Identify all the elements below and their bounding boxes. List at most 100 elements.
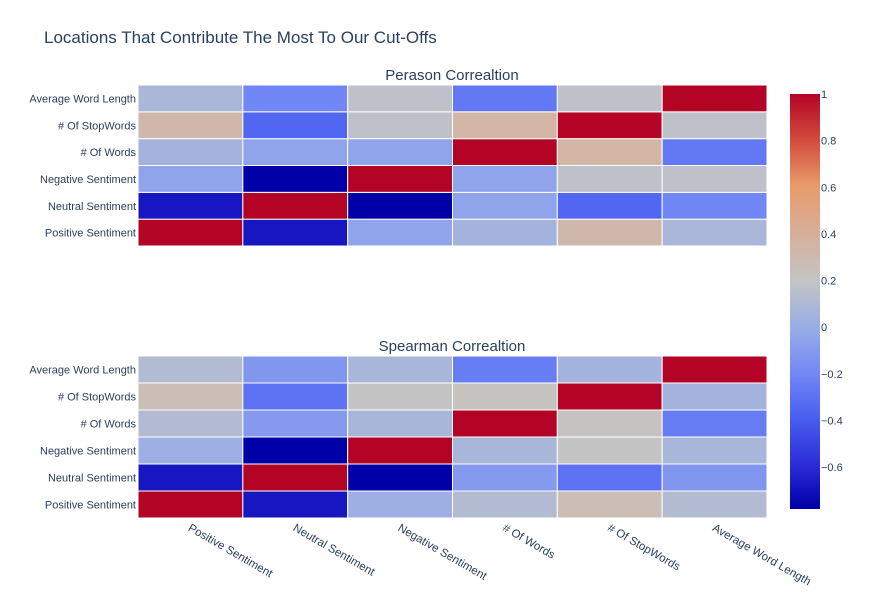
spearman-cell	[661, 355, 768, 384]
pearson-cell	[661, 165, 768, 193]
pearson-cell	[661, 84, 768, 113]
pearson-cell	[347, 138, 454, 166]
spearman-cell	[452, 463, 558, 492]
spearman-cell	[137, 463, 244, 492]
x-tick-label: # Of Words	[500, 522, 556, 561]
pearson-cell	[556, 191, 663, 220]
pearson-cell	[661, 218, 768, 247]
spearman-cell	[452, 436, 558, 465]
pearson-cell	[137, 84, 244, 113]
pearson-cell	[347, 191, 454, 220]
colorbar-tick-label: −0.2	[821, 369, 843, 381]
pearson-cell	[242, 191, 349, 220]
pearson-cell	[452, 138, 558, 166]
pearson-cell	[347, 111, 454, 140]
colorbar: 1 0.8 0.6 0.4 0.2 0 −0.2 −0.4 −0.6	[790, 89, 843, 509]
pearson-cell	[137, 218, 244, 247]
pearson-cell	[661, 111, 768, 140]
colorbar-tick-label: 0	[821, 322, 827, 334]
spearman-cell	[242, 463, 349, 492]
pearson-y-tick-label: Positive Sentiment	[45, 228, 136, 240]
pearson-cell	[556, 218, 663, 247]
pearson-cell	[556, 84, 663, 113]
pearson-cell	[242, 111, 349, 140]
x-tick-label: # Of StopWords	[605, 522, 682, 573]
spearman-cell	[347, 463, 454, 492]
spearman-cell	[242, 355, 349, 384]
spearman-subplot-title: Spearman Correaltion	[379, 338, 526, 355]
pearson-cell	[661, 191, 768, 220]
spearman-cell	[242, 490, 349, 519]
spearman-cell	[347, 355, 454, 384]
spearman-cell	[661, 382, 768, 411]
pearson-cell	[556, 111, 663, 140]
colorbar-tick-label: 1	[821, 89, 827, 101]
colorbar-gradient	[790, 94, 820, 509]
pearson-cell	[137, 165, 244, 193]
pearson-cell	[242, 218, 349, 247]
pearson-cell	[556, 165, 663, 193]
pearson-cell	[556, 138, 663, 166]
spearman-cell	[556, 436, 663, 465]
spearman-cell	[347, 436, 454, 465]
spearman-cell	[452, 409, 558, 438]
x-tick-label: Positive Sentiment	[186, 522, 275, 580]
pearson-y-tick-label: # Of Words	[81, 147, 137, 159]
pearson-y-tick-label: Neutral Sentiment	[48, 201, 136, 213]
x-axis-labels: Positive Sentiment Neutral Sentiment Negat…	[186, 522, 813, 588]
pearson-y-tick-label: # Of StopWords	[58, 120, 137, 132]
colorbar-tick-label: 0.8	[821, 136, 836, 148]
pearson-cell	[137, 138, 244, 166]
pearson-cell	[452, 165, 558, 193]
pearson-heatmap: Perason Correaltion Positive Sentiment Ne…	[29, 67, 768, 247]
spearman-y-tick-label: Neutral Sentiment	[48, 473, 136, 485]
pearson-cell	[242, 138, 349, 166]
pearson-cell	[347, 218, 454, 247]
spearman-y-tick-label: Average Word Length	[29, 365, 136, 377]
spearman-cell	[452, 382, 558, 411]
spearman-cell	[347, 490, 454, 519]
colorbar-tick-label: 0.2	[821, 276, 836, 288]
colorbar-tick-label: −0.4	[821, 415, 843, 427]
colorbar-tick-label: 0.6	[821, 182, 836, 194]
spearman-y-tick-label: # Of Words	[81, 419, 137, 431]
spearman-y-tick-label: # Of StopWords	[58, 392, 137, 404]
spearman-cell	[661, 409, 768, 438]
spearman-cell	[347, 382, 454, 411]
spearman-cell	[137, 436, 244, 465]
pearson-cell	[137, 111, 244, 140]
pearson-cell	[347, 84, 454, 113]
pearson-cell	[452, 191, 558, 220]
x-tick-label: Negative Sentiment	[396, 522, 490, 583]
spearman-cell	[556, 355, 663, 384]
spearman-cell	[661, 436, 768, 465]
spearman-cell	[137, 409, 244, 438]
pearson-cell	[242, 84, 349, 113]
spearman-cell	[137, 382, 244, 411]
spearman-heatmap: Spearman Correaltion Positive Sentiment N…	[29, 338, 768, 519]
pearson-cell	[452, 218, 558, 247]
pearson-subplot-title: Perason Correaltion	[385, 67, 518, 84]
colorbar-tick-label: 0.4	[821, 229, 836, 241]
spearman-cell	[137, 490, 244, 519]
pearson-cell	[661, 138, 768, 166]
chart-title: Locations That Contribute The Most To Ou…	[44, 28, 437, 47]
colorbar-tick-label: −0.6	[821, 462, 843, 474]
spearman-y-tick-label: Positive Sentiment	[45, 500, 136, 512]
spearman-cell	[556, 490, 663, 519]
spearman-cell	[556, 463, 663, 492]
pearson-cell	[452, 84, 558, 113]
pearson-y-tick-label: Negative Sentiment	[40, 174, 136, 186]
spearman-cell	[556, 409, 663, 438]
pearson-cell	[347, 165, 454, 193]
spearman-y-tick-label: Negative Sentiment	[40, 446, 136, 458]
spearman-cell	[347, 409, 454, 438]
spearman-cell	[242, 382, 349, 411]
spearman-cell	[556, 382, 663, 411]
pearson-y-tick-label: Average Word Length	[29, 93, 136, 105]
spearman-cell	[452, 490, 558, 519]
spearman-cell	[137, 355, 244, 384]
pearson-cell	[242, 165, 349, 193]
spearman-cell	[242, 409, 349, 438]
